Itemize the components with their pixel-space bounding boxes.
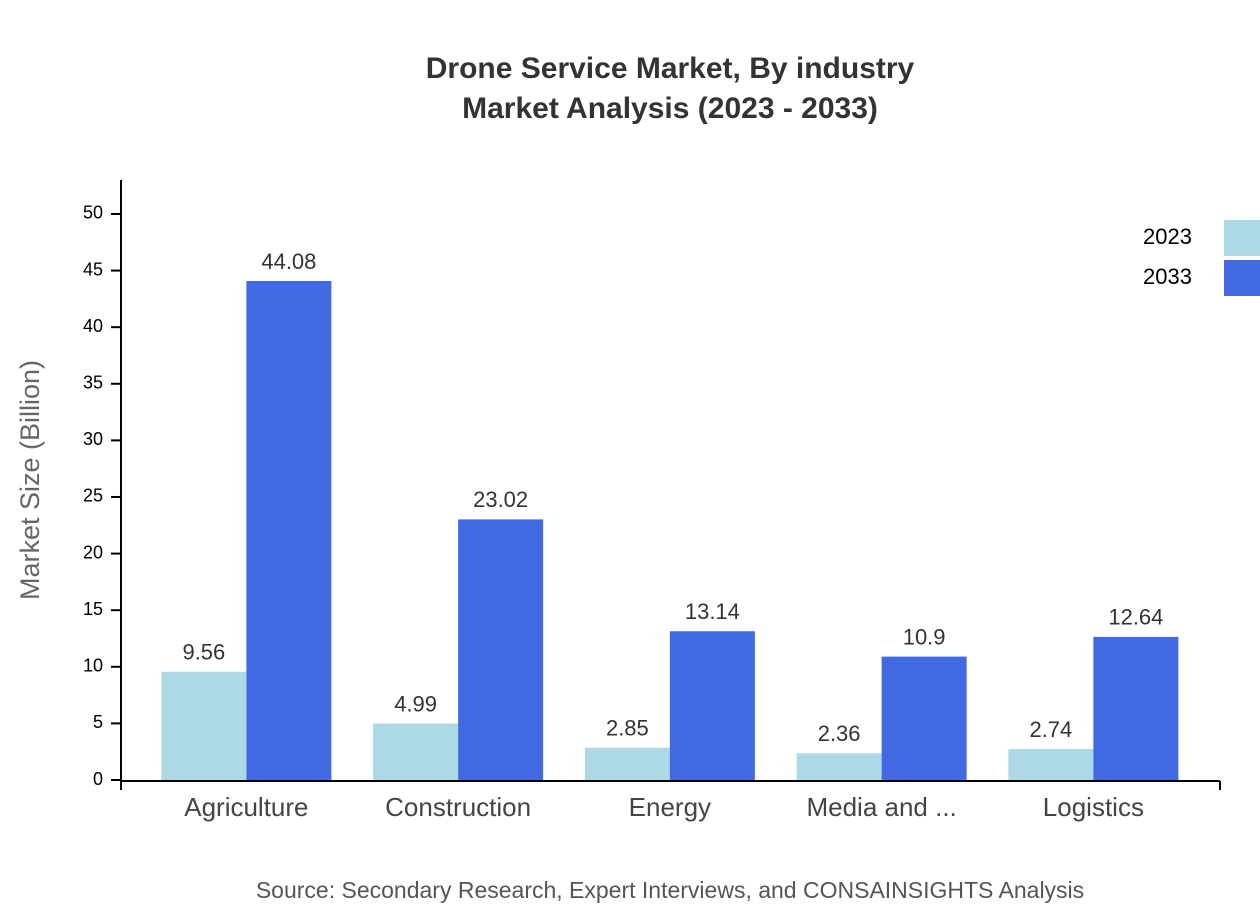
y-tick-label: 15 bbox=[83, 599, 103, 619]
bar bbox=[161, 671, 247, 780]
bar bbox=[669, 631, 755, 780]
x-tick-label: Agriculture bbox=[184, 792, 308, 822]
y-tick-label: 25 bbox=[83, 486, 103, 506]
value-label: 2.85 bbox=[606, 716, 649, 741]
x-tick-label: Construction bbox=[385, 792, 531, 822]
value-label: 9.56 bbox=[182, 640, 225, 665]
y-tick-label: 30 bbox=[83, 429, 103, 449]
chart-subtitle: Market Analysis (2023 - 2033) bbox=[462, 92, 878, 125]
bar bbox=[881, 656, 967, 780]
bar bbox=[1008, 748, 1094, 780]
chart-title: Drone Service Market, By industry bbox=[426, 52, 915, 85]
y-tick-label: 45 bbox=[83, 259, 103, 279]
y-tick-label: 10 bbox=[83, 656, 103, 676]
legend-swatch bbox=[1224, 220, 1260, 256]
bar bbox=[584, 747, 670, 780]
value-label: 12.64 bbox=[1108, 605, 1163, 630]
y-tick-label: 35 bbox=[83, 373, 103, 393]
y-tick-label: 20 bbox=[83, 542, 103, 562]
x-tick-label: Media and ... bbox=[806, 792, 956, 822]
y-axis-label: Market Size (Billion) bbox=[15, 360, 45, 600]
value-label: 13.14 bbox=[685, 599, 740, 624]
value-label: 2.36 bbox=[818, 721, 861, 746]
bar bbox=[796, 753, 882, 780]
value-label: 4.99 bbox=[394, 691, 437, 716]
legend-swatch bbox=[1224, 260, 1260, 296]
value-label: 2.74 bbox=[1029, 717, 1072, 742]
value-label: 10.9 bbox=[903, 624, 946, 649]
source-note: Source: Secondary Research, Expert Inter… bbox=[256, 877, 1084, 903]
bar bbox=[1093, 636, 1179, 780]
bar bbox=[246, 280, 332, 780]
y-tick-label: 50 bbox=[83, 203, 103, 223]
y-tick-label: 5 bbox=[93, 712, 103, 732]
value-label: 23.02 bbox=[473, 487, 528, 512]
y-tick-label: 40 bbox=[83, 316, 103, 336]
bar bbox=[373, 723, 459, 780]
bar bbox=[458, 519, 544, 780]
legend-label: 2033 bbox=[1143, 264, 1192, 289]
x-tick-label: Energy bbox=[629, 792, 711, 822]
y-tick-label: 0 bbox=[93, 769, 103, 789]
legend-label: 2023 bbox=[1143, 224, 1192, 249]
value-label: 44.08 bbox=[261, 249, 316, 274]
x-tick-label: Logistics bbox=[1043, 792, 1144, 822]
